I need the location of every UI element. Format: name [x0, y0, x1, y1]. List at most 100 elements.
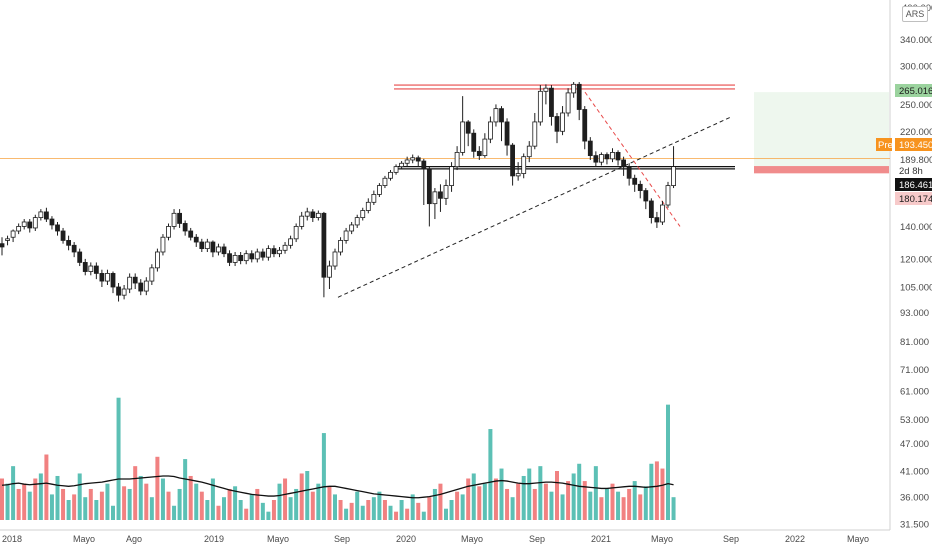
candle-body	[393, 166, 399, 173]
price-tick-label: 93.000	[900, 308, 929, 319]
time-tick-label: Mayo	[847, 534, 869, 544]
candle-body	[132, 276, 138, 284]
candle	[260, 248, 266, 261]
volume-bar	[299, 473, 304, 520]
volume-bar	[421, 511, 426, 520]
volume-bar	[49, 494, 54, 520]
volume-bar	[138, 475, 143, 520]
candle	[327, 260, 332, 290]
candle	[27, 219, 33, 233]
volume-bar	[155, 456, 160, 520]
candle-body	[188, 230, 194, 238]
time-tick-label: Sep	[723, 534, 739, 544]
candle	[648, 198, 654, 224]
time-tick-label: Sep	[334, 534, 350, 544]
volume-bar	[671, 497, 676, 520]
time-tick-label: Mayo	[651, 534, 673, 544]
candle-body	[38, 211, 44, 219]
volume-bar	[660, 468, 665, 520]
candle	[549, 85, 554, 126]
candle	[277, 246, 282, 258]
candle-body	[10, 230, 16, 238]
candle-body	[504, 121, 510, 146]
candle-body	[360, 210, 366, 219]
candle-body	[182, 223, 188, 232]
volume-bar	[499, 468, 504, 520]
volume-bar	[555, 471, 559, 520]
candle	[138, 279, 144, 296]
candle-body	[315, 212, 321, 219]
time-axis[interactable]: 2018 Mayo Ago 2019 Mayo Sep 2020 Mayo Sep 2021 May…	[2, 534, 869, 544]
price-tick-label: 31.500	[900, 520, 929, 531]
price-tag-box	[895, 84, 932, 97]
volume-bar	[266, 511, 271, 520]
candle	[105, 269, 110, 286]
volume-bar	[255, 488, 260, 520]
candle	[582, 106, 588, 150]
price-tag-box	[895, 178, 932, 191]
candle	[288, 235, 294, 249]
candle	[454, 146, 460, 171]
candle	[204, 238, 210, 252]
currency-badge[interactable]: ARS	[902, 6, 928, 22]
grid	[0, 0, 891, 531]
candle-body	[565, 92, 571, 114]
candle	[315, 210, 321, 221]
candle-body	[465, 121, 471, 134]
price-tag-label: 186.461	[899, 180, 932, 191]
candle	[110, 271, 116, 294]
countdown-price-tag: 2d 8h	[895, 164, 932, 177]
volume-bar	[349, 502, 354, 520]
candle-body	[482, 138, 488, 157]
candle-body	[327, 265, 332, 278]
volume-bar	[94, 500, 99, 520]
volume-bar	[260, 502, 265, 520]
candle-body	[626, 166, 632, 179]
volume-bar	[327, 486, 332, 520]
time-tick-label: Mayo	[73, 534, 95, 544]
volume-bar	[16, 488, 21, 520]
candle	[665, 181, 671, 208]
candle	[32, 214, 38, 231]
candle	[604, 152, 610, 165]
time-tick-label: Ago	[126, 534, 142, 544]
price-tick-label: 120.000	[900, 254, 932, 265]
volume-bar	[366, 500, 371, 520]
candle	[499, 106, 504, 142]
candle-body	[277, 249, 282, 255]
candle	[21, 219, 27, 230]
time-tick-label: 2022	[785, 534, 805, 544]
pre-price-tag: Pre 193.450	[876, 138, 932, 151]
candle-body	[66, 240, 71, 246]
candle	[310, 209, 316, 222]
volume-bar	[244, 508, 249, 520]
pre-market-badge	[876, 138, 892, 151]
candle-body	[454, 152, 460, 168]
candle	[166, 223, 171, 241]
price-candles	[0, 82, 676, 302]
candle-body	[460, 121, 466, 153]
stop-price-tag: 180.174	[895, 192, 932, 205]
price-tick-label: 340.000	[900, 35, 932, 46]
candle-body	[415, 157, 421, 162]
candle-body	[388, 171, 393, 179]
candle	[82, 258, 88, 276]
candle-body	[332, 251, 338, 267]
candle-body	[16, 226, 22, 232]
candle-body	[227, 253, 232, 263]
volume-bar	[111, 505, 115, 520]
price-tick-label: 41.000	[900, 467, 929, 478]
candle	[421, 158, 427, 206]
volume-bar	[149, 497, 154, 520]
volume-bar	[610, 483, 615, 520]
price-tag-box	[895, 192, 932, 205]
candle-body	[243, 253, 249, 262]
volume-bar	[166, 491, 171, 520]
pre-market-label: Pre	[878, 140, 893, 151]
candle	[476, 146, 482, 160]
candle	[504, 118, 510, 156]
candle-body	[210, 241, 216, 253]
candle-body	[166, 226, 171, 238]
volume-bar	[227, 488, 232, 520]
